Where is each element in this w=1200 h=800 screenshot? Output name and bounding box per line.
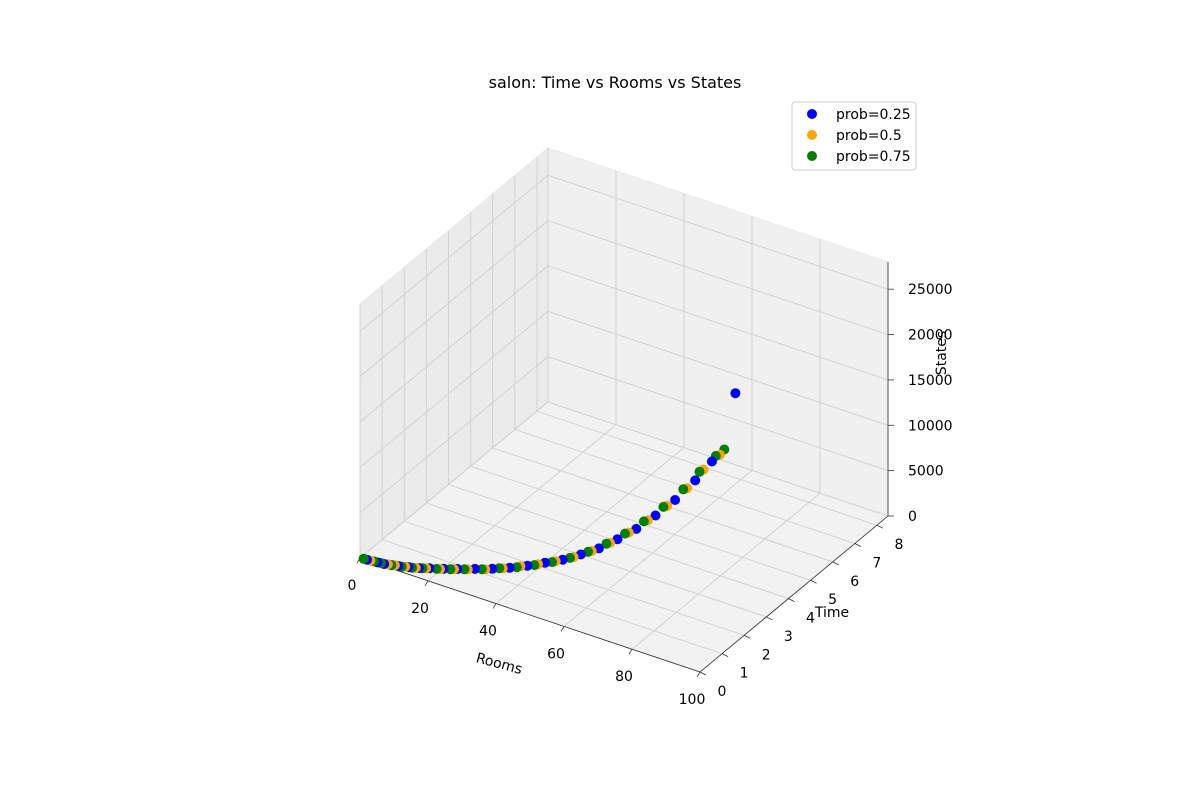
data-point-series-2 (601, 538, 612, 549)
gridline-z-left (359, 401, 549, 559)
chart-title: salon: Time vs Rooms vs States (489, 73, 742, 92)
axis-lines (359, 262, 889, 673)
x-tick-mark (696, 671, 701, 678)
data-point-series-0 (631, 523, 642, 534)
data-point-series-2 (658, 501, 669, 512)
gridline-x-floor (427, 424, 617, 582)
gridline-z-back (547, 265, 889, 381)
gridline-z-left (359, 265, 549, 423)
data-point-series-0 (690, 475, 701, 486)
data-point-series-2 (694, 466, 705, 477)
data-point-series-0 (730, 388, 741, 399)
data-point-series-2 (476, 564, 487, 575)
y-tick-mark (788, 598, 795, 602)
y-tick-label: 4 (806, 611, 815, 627)
gridline-x-floor (563, 470, 753, 627)
legend-marker-prob-05 (807, 130, 817, 140)
legend-marker-prob-025 (807, 109, 817, 119)
gridline-z-left (359, 220, 549, 377)
data-point-series-2 (620, 528, 630, 539)
gridline-z-back (547, 310, 889, 426)
data-point-series-0 (670, 495, 681, 505)
y-tick-mark (876, 524, 884, 529)
gridline-z-left (359, 174, 549, 332)
legend-label-prob-025: prob=0.25 (836, 107, 911, 123)
y-tick-label: 3 (784, 629, 793, 645)
legend-marker-prob-075 (807, 151, 817, 161)
y-tick-label: 5 (828, 592, 837, 608)
legend-label-prob-05: prob=0.5 (836, 128, 902, 144)
legend-box (791, 101, 917, 171)
y-tick-label: 1 (740, 666, 749, 682)
z-axis-label: States (934, 331, 950, 375)
x-tick-label: 40 (479, 624, 497, 640)
gridline-y-floor (426, 502, 767, 618)
y-tick-label: 2 (762, 647, 771, 663)
z-tick-label: 10000 (908, 418, 953, 434)
gridline-z-back (547, 356, 889, 472)
data-point-series-2 (638, 516, 649, 527)
legend-label-prob-075: prob=0.75 (836, 149, 911, 165)
data-point-series-0 (612, 534, 623, 545)
gridline-z-left (359, 356, 549, 514)
z-tick-label: 25000 (908, 282, 953, 298)
x-tick-label: 0 (348, 578, 357, 594)
y-tick-mark (810, 579, 817, 584)
data-point-series-0 (650, 510, 661, 521)
gridline-y-floor (381, 539, 723, 655)
legend: prob=0.25 prob=0.5 prob=0.75 (791, 101, 917, 171)
data-point-series-0 (706, 456, 717, 467)
x-axis-label: Rooms (474, 650, 524, 678)
y-tick-mark (832, 561, 839, 566)
y-tick-label: 8 (894, 537, 903, 553)
x-tick-label: 60 (547, 646, 565, 662)
z-tick-label: 0 (908, 509, 917, 525)
z-tick-label: 5000 (908, 464, 944, 480)
y-axis-line (699, 515, 889, 673)
z-tick-label: 20000 (908, 328, 953, 344)
axis-panes (359, 147, 889, 673)
x-axis-line (359, 557, 701, 673)
y-tick-mark (721, 653, 729, 658)
x-tick-label: 80 (615, 669, 633, 685)
data-point-series-2 (678, 484, 689, 495)
y-tick-mark (766, 616, 773, 621)
z-tick-label: 15000 (908, 373, 953, 389)
x-tick-mark (492, 603, 497, 609)
data-points (358, 388, 741, 575)
y-tick-label: 7 (872, 556, 881, 572)
x-tick-mark (424, 580, 429, 587)
gridline-z-left (359, 310, 549, 468)
y-tick-mark (744, 634, 751, 639)
y-tick-mark (854, 543, 862, 547)
y-tick-mark (699, 671, 707, 676)
gridline-z-back (547, 220, 889, 336)
x-tick-mark (628, 648, 633, 655)
y-tick-label: 0 (718, 684, 727, 700)
data-point-series-2 (358, 553, 369, 564)
gridline-y-floor (404, 520, 745, 636)
x-tick-label: 20 (411, 601, 429, 617)
y-tick-label: 6 (850, 574, 859, 590)
x-tick-label: 100 (679, 692, 706, 708)
gridline-x-floor (495, 447, 685, 604)
data-point-series-2 (459, 564, 470, 575)
gridline-z-back (547, 174, 889, 290)
gridlines (359, 148, 889, 673)
x-tick-mark (560, 626, 565, 632)
gridline-x-floor (631, 492, 821, 650)
y-axis-label: Time (814, 605, 849, 621)
